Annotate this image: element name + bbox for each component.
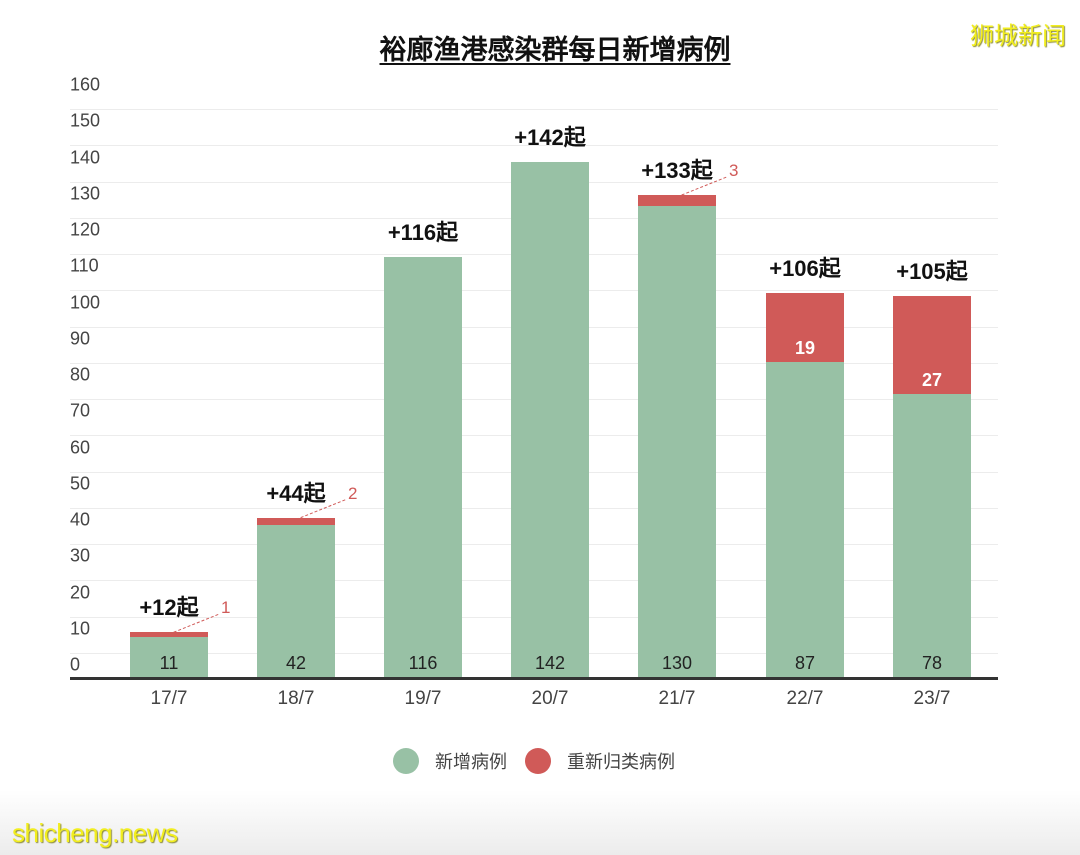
- legend-label-new-cases: 新增病例: [435, 752, 507, 772]
- bar-total-label: +12起: [139, 595, 199, 621]
- watermark-bottom-left: shicheng.news: [12, 818, 178, 848]
- y-tick-label: 160: [70, 74, 101, 95]
- x-tick-label: 19/7: [404, 688, 442, 709]
- callout-reclassified: 1: [221, 598, 231, 618]
- x-tick-label: 22/7: [786, 688, 824, 709]
- bar-total-label: +133起: [641, 157, 713, 183]
- bar-value-new-cases: 78: [921, 653, 943, 673]
- x-tick-label: 21/7: [658, 688, 696, 709]
- callout-reclassified: 3: [729, 160, 739, 180]
- bar-new-cases: [766, 361, 844, 677]
- bar-reclassified: [893, 296, 971, 395]
- y-tick-label: 140: [70, 147, 101, 167]
- legend-swatch-green: [393, 748, 419, 774]
- bar-value-reclassified: 19: [794, 337, 816, 358]
- bar-value-new-cases: 42: [285, 653, 307, 673]
- x-tick-label: 17/7: [150, 688, 188, 709]
- bar-new-cases: [638, 205, 716, 677]
- bar-reclassified: [766, 292, 844, 362]
- y-tick-label: 0: [70, 654, 81, 675]
- bar-value-new-cases: 87: [794, 653, 816, 673]
- bar-value-new-cases: 142: [534, 653, 566, 673]
- bar-total-label: +105起: [896, 259, 968, 285]
- bar-new-cases: [893, 394, 971, 677]
- watermark-top-right: 狮城新闻: [970, 23, 1066, 50]
- gridline: [70, 109, 998, 110]
- y-tick-label: 60: [70, 437, 91, 457]
- bar-new-cases: [511, 162, 589, 677]
- bar-value-reclassified: 27: [921, 370, 943, 391]
- y-tick-label: 50: [70, 473, 91, 494]
- legend-label-reclassified: 重新归类病例: [567, 752, 675, 772]
- x-tick-label: 20/7: [531, 688, 569, 709]
- y-tick-label: 120: [70, 219, 101, 240]
- y-tick-label: 30: [70, 545, 91, 566]
- y-tick-label: 100: [70, 292, 101, 312]
- chart-title: 裕廊渔港感染群每日新增病例: [0, 28, 1080, 67]
- bar-new-cases: [130, 637, 208, 677]
- bar-value-new-cases: 116: [408, 653, 438, 673]
- footer-band: [0, 790, 1080, 855]
- chart-title-text: 裕廊渔港感染群每日新增病例: [379, 35, 731, 65]
- y-tick-label: 10: [70, 618, 91, 639]
- y-tick-label: 130: [70, 183, 101, 204]
- bar-value-new-cases: 130: [661, 653, 693, 673]
- bar-new-cases: [384, 256, 462, 677]
- x-tick-label: 18/7: [277, 688, 315, 709]
- y-tick-label: 80: [70, 364, 91, 385]
- x-axis-line: [70, 677, 998, 680]
- y-tick-label: 90: [70, 328, 91, 349]
- bar-total-label: +142起: [514, 125, 586, 151]
- legend-item-new-cases: 新增病例: [393, 748, 507, 774]
- y-tick-label: 20: [70, 582, 91, 602]
- gridline: [70, 145, 998, 147]
- bar-total-label: +106起: [769, 255, 841, 281]
- bar-value-new-cases: 11: [159, 653, 179, 673]
- y-tick-label: 150: [70, 110, 101, 131]
- legend-swatch-red: [525, 748, 551, 774]
- x-tick-label: 23/7: [913, 688, 951, 709]
- y-tick-label: 110: [70, 255, 99, 276]
- bar-total-label: +116起: [387, 219, 459, 245]
- callout-reclassified: 2: [348, 483, 358, 503]
- y-tick-label: 70: [70, 400, 91, 421]
- bar-reclassified: [257, 517, 335, 525]
- bar-reclassified: [638, 194, 716, 206]
- bar-total-label: +44起: [266, 480, 326, 506]
- plot-area: 0 10 20 30 40 50 60 70 80 90 100 110 120 130 140 150 160…: [70, 74, 998, 709]
- y-tick-label: 40: [70, 509, 91, 530]
- legend-item-reclassified: 重新归类病例: [525, 748, 675, 774]
- bar-new-cases: [257, 524, 335, 677]
- callout-leader-lines: [168, 176, 728, 635]
- bar-reclassified: [130, 632, 208, 638]
- legend: 新增病例 重新归类病例: [393, 748, 693, 774]
